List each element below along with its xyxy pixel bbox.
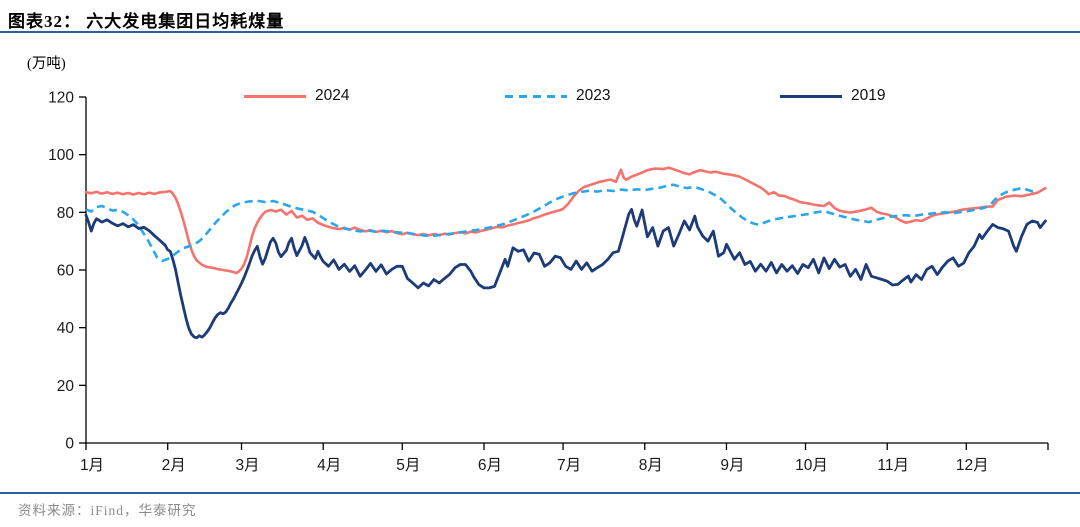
x-tick-label: 10月 (795, 457, 828, 474)
series-line-2023 (85, 183, 1038, 263)
x-tick-label: 6月 (478, 457, 502, 474)
chart-axes: 0 20 40 60 80 100 120 1月 2月 3月 4月 5月 6月 7月 8月 9月 10月 11月 1… (48, 90, 1049, 474)
x-tick-label: 9月 (720, 457, 744, 474)
legend-item-2023: 2023 (505, 86, 610, 106)
chart-series (84, 166, 1047, 340)
legend-line-sample-2019 (780, 94, 842, 98)
x-tick-label: 7月 (557, 457, 581, 474)
title-divider-rule (0, 31, 1080, 33)
y-tick-label: 120 (48, 90, 74, 107)
x-tick-label: 4月 (317, 457, 341, 474)
y-axis-unit-label: (万吨) (27, 56, 66, 72)
page-title: 图表32： 六大发电集团日均耗煤量 (8, 12, 285, 31)
series-line-2024 (84, 166, 1047, 275)
y-tick-label: 40 (57, 320, 75, 337)
legend-item-2024: 2024 (244, 86, 349, 106)
x-tick-label: 12月 (956, 457, 989, 474)
legend-label: 2023 (576, 87, 611, 104)
y-tick-label: 60 (57, 263, 75, 280)
y-tick-label: 80 (57, 205, 75, 222)
legend-item-2019: 2019 (780, 86, 885, 106)
x-tick-label: 8月 (639, 457, 663, 474)
x-tick-label: 11月 (877, 457, 909, 474)
x-tick-label: 5月 (396, 457, 420, 474)
x-tick-label: 2月 (162, 457, 186, 474)
y-tick-label: 20 (57, 378, 75, 395)
y-tick-label: 100 (48, 147, 74, 164)
legend-line-sample-2024 (244, 94, 306, 98)
legend-line-sample-2023 (505, 94, 567, 98)
legend-label: 2019 (851, 87, 886, 104)
source-note: 资料来源：iFind，华泰研究 (18, 503, 197, 518)
chart-legend: 2024 2023 2019 (0, 86, 1080, 106)
legend-label: 2024 (315, 87, 350, 104)
series-line-2019 (84, 208, 1047, 340)
y-tick-label: 0 (65, 436, 74, 453)
footer-divider-rule (0, 492, 1080, 494)
x-tick-label: 3月 (235, 457, 259, 474)
x-tick-label: 1月 (80, 457, 104, 474)
